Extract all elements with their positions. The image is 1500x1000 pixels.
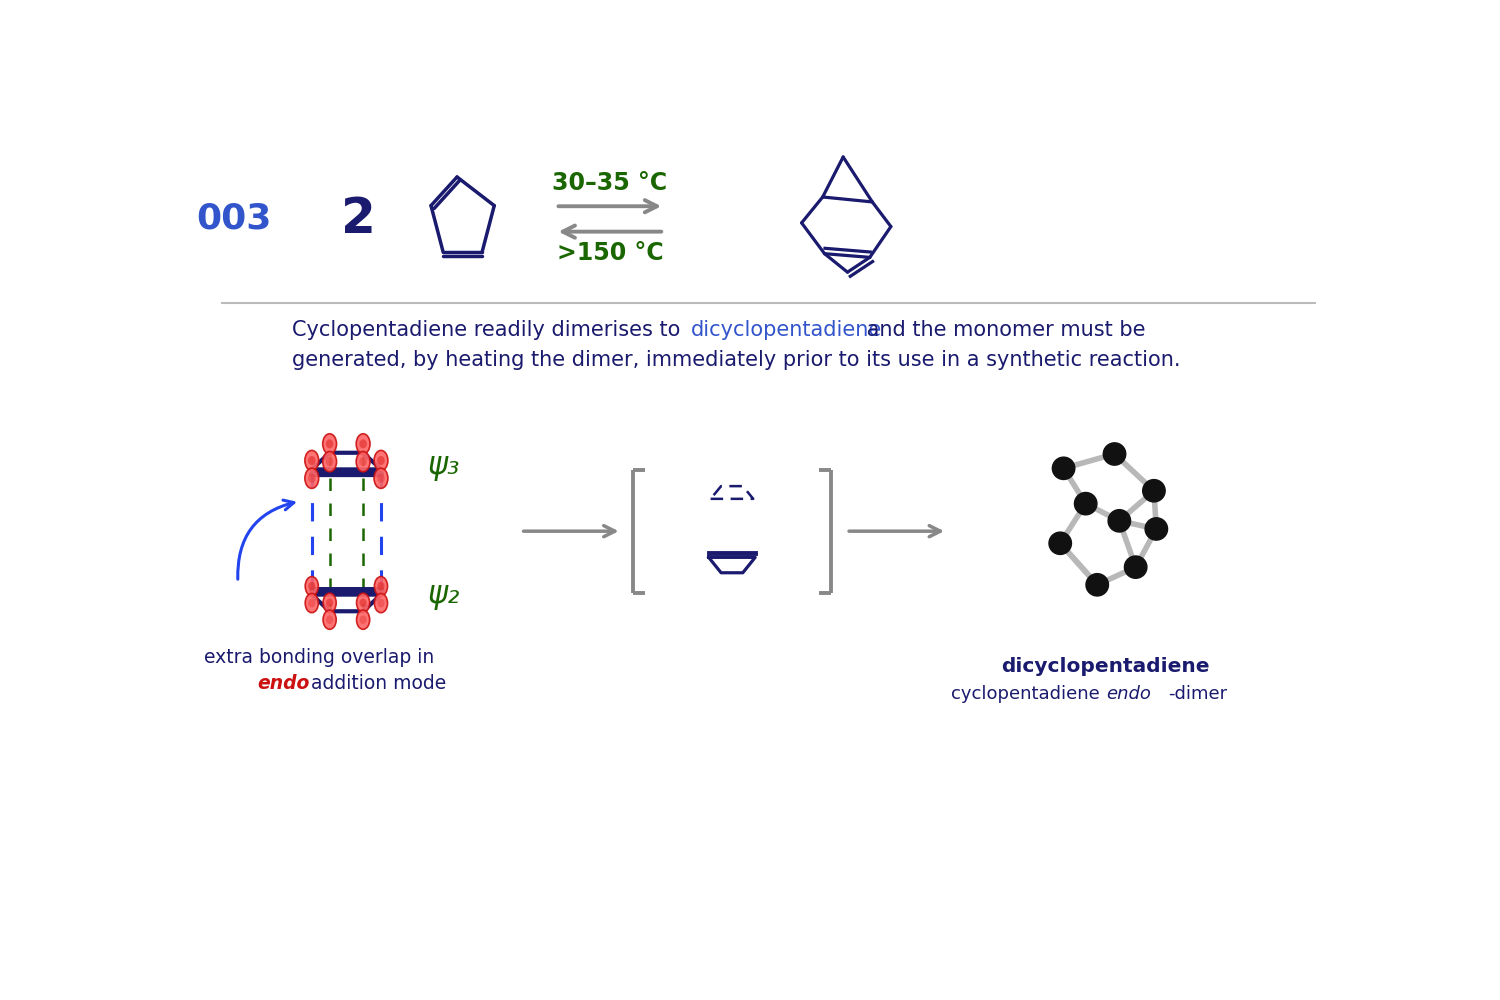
Circle shape: [1048, 532, 1071, 554]
Ellipse shape: [326, 615, 333, 624]
Ellipse shape: [376, 474, 386, 483]
Text: extra bonding overlap in: extra bonding overlap in: [204, 648, 435, 667]
Text: ψ₂: ψ₂: [427, 581, 460, 610]
Ellipse shape: [326, 598, 333, 607]
Ellipse shape: [304, 450, 318, 471]
FancyArrowPatch shape: [237, 500, 294, 579]
Text: dicyclopentadiene: dicyclopentadiene: [1002, 657, 1211, 676]
Ellipse shape: [304, 593, 318, 613]
Ellipse shape: [322, 434, 336, 454]
Ellipse shape: [360, 598, 366, 607]
Text: addition mode: addition mode: [306, 674, 447, 693]
Ellipse shape: [378, 582, 384, 590]
Ellipse shape: [308, 474, 315, 483]
Circle shape: [1074, 492, 1096, 515]
Circle shape: [1125, 556, 1148, 578]
Circle shape: [1143, 480, 1166, 502]
Ellipse shape: [357, 593, 369, 612]
Circle shape: [1144, 518, 1167, 540]
Ellipse shape: [375, 577, 387, 596]
Text: endo: endo: [1106, 685, 1150, 703]
Ellipse shape: [326, 457, 333, 466]
Text: and the monomer must be: and the monomer must be: [859, 320, 1146, 340]
Text: 003: 003: [196, 202, 272, 236]
Ellipse shape: [308, 582, 315, 590]
Text: 2: 2: [340, 195, 375, 243]
Ellipse shape: [374, 468, 388, 488]
Ellipse shape: [326, 439, 333, 448]
Ellipse shape: [357, 610, 369, 629]
Text: -dimer: -dimer: [1168, 685, 1227, 703]
Text: 30–35 °C: 30–35 °C: [552, 171, 668, 195]
Circle shape: [1086, 574, 1108, 596]
Ellipse shape: [304, 577, 318, 596]
Ellipse shape: [360, 457, 368, 466]
Text: cyclopentadiene: cyclopentadiene: [951, 685, 1106, 703]
Circle shape: [1053, 457, 1076, 479]
Ellipse shape: [375, 593, 387, 613]
Text: endo: endo: [258, 674, 309, 693]
Ellipse shape: [378, 599, 384, 607]
Text: dicyclopentadiene: dicyclopentadiene: [692, 320, 882, 340]
Ellipse shape: [376, 456, 386, 465]
Ellipse shape: [356, 434, 370, 454]
Ellipse shape: [304, 468, 318, 488]
Ellipse shape: [308, 456, 315, 465]
Text: Cyclopentadiene readily dimerises to: Cyclopentadiene readily dimerises to: [292, 320, 687, 340]
Text: generated, by heating the dimer, immediately prior to its use in a synthetic rea: generated, by heating the dimer, immedia…: [292, 350, 1180, 370]
Text: >150 °C: >150 °C: [556, 241, 663, 265]
Circle shape: [1108, 510, 1131, 532]
Ellipse shape: [356, 452, 370, 472]
Ellipse shape: [360, 615, 366, 624]
Text: ψ₃: ψ₃: [427, 452, 460, 481]
Ellipse shape: [360, 439, 368, 448]
Ellipse shape: [322, 610, 336, 629]
Ellipse shape: [322, 593, 336, 612]
Circle shape: [1104, 443, 1126, 465]
Ellipse shape: [322, 452, 336, 472]
Ellipse shape: [374, 450, 388, 471]
Ellipse shape: [308, 599, 315, 607]
